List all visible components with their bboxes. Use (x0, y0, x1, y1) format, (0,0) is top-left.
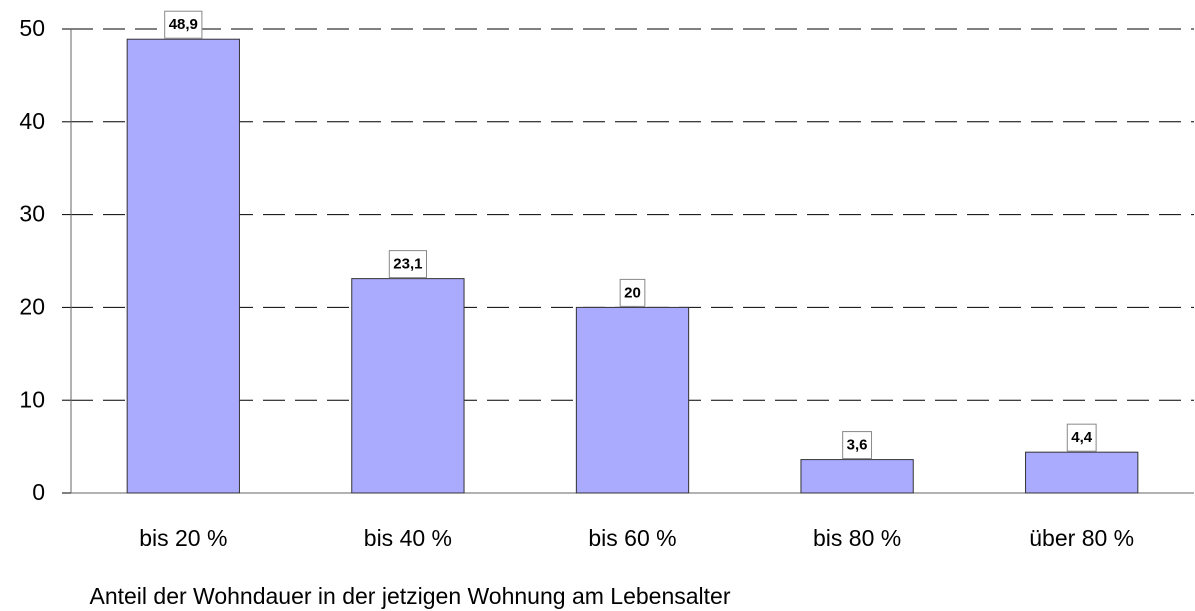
y-tick-label: 0 (32, 479, 45, 505)
bar (351, 278, 465, 494)
x-tick-label: über 80 % (1029, 525, 1134, 551)
value-label: 4,4 (1071, 429, 1093, 446)
value-label-box (619, 278, 646, 307)
x-tick-label: bis 80 % (813, 525, 901, 551)
x-tick-label: bis 20 % (139, 525, 227, 551)
value-label-box (164, 10, 203, 39)
x-tick-label: bis 40 % (364, 525, 452, 551)
y-tick-label: 40 (19, 108, 45, 134)
y-tick-label: 10 (19, 386, 45, 412)
value-label: 3,6 (847, 437, 868, 454)
y-tick-label: 30 (19, 201, 45, 227)
y-tick-label: 50 (19, 15, 45, 41)
x-tick-label: bis 60 % (588, 525, 676, 551)
x-axis-title: Anteil der Wohndauer in der jetzigen Woh… (89, 583, 730, 609)
y-tick-label: 20 (19, 293, 45, 319)
value-label: 48,9 (169, 16, 198, 33)
value-label-box (842, 431, 873, 460)
bar (575, 306, 690, 494)
bar (1025, 451, 1139, 494)
value-label: 23,1 (393, 256, 422, 273)
bar (126, 38, 240, 494)
value-label: 20 (624, 284, 641, 301)
bar (800, 459, 914, 494)
value-label-box (1066, 423, 1097, 452)
value-label-box (388, 250, 428, 279)
